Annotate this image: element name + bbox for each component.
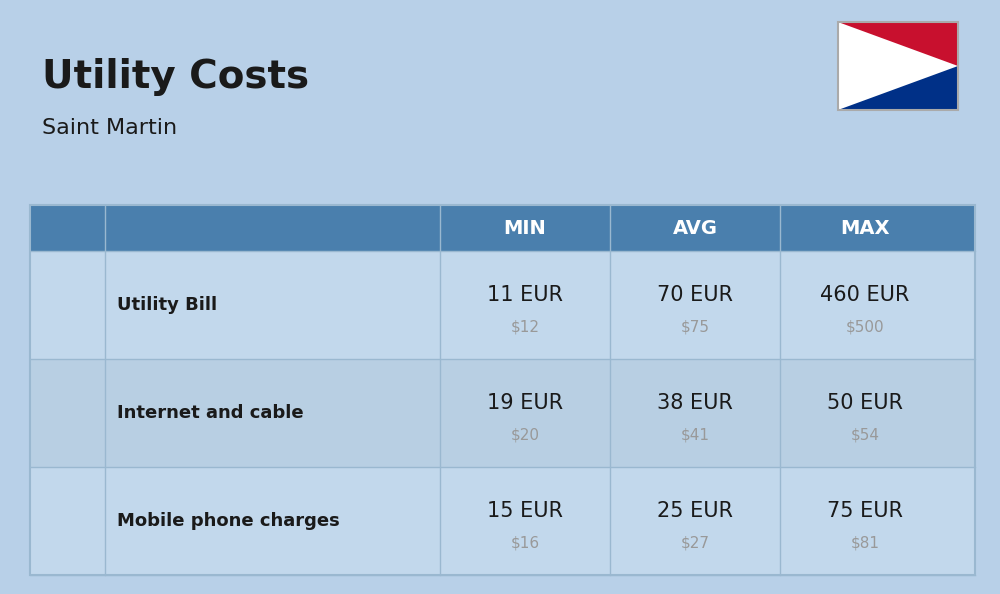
FancyBboxPatch shape (30, 205, 440, 251)
Text: $54: $54 (850, 428, 880, 443)
Text: $81: $81 (850, 536, 880, 551)
FancyBboxPatch shape (838, 22, 958, 110)
Text: 50 EUR: 50 EUR (827, 393, 903, 413)
Text: 38 EUR: 38 EUR (657, 393, 733, 413)
Text: Internet and cable: Internet and cable (117, 404, 304, 422)
Text: 70 EUR: 70 EUR (657, 285, 733, 305)
Text: $16: $16 (510, 536, 540, 551)
Text: 15 EUR: 15 EUR (487, 501, 563, 521)
FancyBboxPatch shape (30, 467, 975, 575)
Polygon shape (838, 66, 958, 110)
Text: 460 EUR: 460 EUR (820, 285, 910, 305)
Text: $27: $27 (680, 536, 710, 551)
FancyBboxPatch shape (30, 251, 975, 359)
Text: Mobile phone charges: Mobile phone charges (117, 512, 340, 530)
Text: $500: $500 (846, 320, 884, 334)
Text: 25 EUR: 25 EUR (657, 501, 733, 521)
Text: Saint Martin: Saint Martin (42, 118, 177, 138)
Text: MAX: MAX (840, 219, 890, 238)
FancyBboxPatch shape (30, 205, 975, 251)
Text: 19 EUR: 19 EUR (487, 393, 563, 413)
Text: $41: $41 (680, 428, 710, 443)
Text: Utility Costs: Utility Costs (42, 58, 309, 96)
Polygon shape (838, 22, 958, 66)
Text: 11 EUR: 11 EUR (487, 285, 563, 305)
Text: $20: $20 (511, 428, 540, 443)
Text: $75: $75 (680, 320, 710, 334)
Text: $12: $12 (511, 320, 540, 334)
FancyBboxPatch shape (30, 359, 975, 467)
Text: AVG: AVG (672, 219, 718, 238)
Text: Utility Bill: Utility Bill (117, 296, 217, 314)
Text: 75 EUR: 75 EUR (827, 501, 903, 521)
Text: MIN: MIN (504, 219, 546, 238)
